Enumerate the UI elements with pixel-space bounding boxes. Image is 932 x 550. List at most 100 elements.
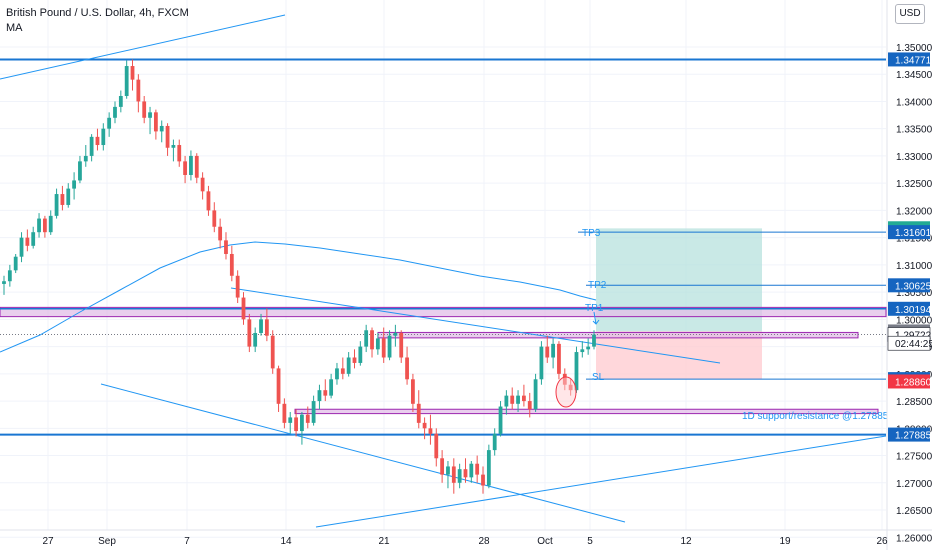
- candle-body: [54, 194, 59, 216]
- y-tick-label: 1.35000: [896, 43, 932, 54]
- candle-body: [457, 469, 462, 483]
- trend-line: [315, 435, 887, 528]
- candle-body: [241, 297, 246, 320]
- candle-body: [504, 395, 509, 407]
- y-tick-label: 1.31500: [896, 234, 932, 245]
- x-tick-label: 19: [779, 536, 791, 547]
- y-tick-label: 1.26000: [896, 533, 932, 544]
- candle-body: [183, 161, 187, 175]
- trend-line: [230, 287, 721, 364]
- y-tick-label: 1.31000: [896, 261, 932, 272]
- y-tick-label: 1.28500: [896, 397, 932, 408]
- candle-body: [533, 379, 538, 410]
- candle-body: [440, 458, 445, 475]
- x-tick-label: Sep: [98, 536, 116, 547]
- price-tag-bg: [888, 52, 930, 67]
- price-tag-bg: [888, 374, 930, 389]
- trend-lines[interactable]: [0, 14, 887, 528]
- price-tag-label: 1.31601: [895, 228, 932, 239]
- candle-body: [352, 357, 357, 363]
- y-tick-label: 1.34500: [896, 70, 932, 81]
- x-tick-label: Oct: [537, 536, 553, 547]
- candle-body: [130, 66, 135, 80]
- price-axis[interactable]: 1.35000 1.34500 1.34000 1.33500 1.33000 1.325…: [886, 0, 932, 550]
- candle-body: [19, 237, 24, 257]
- candle-body: [340, 368, 345, 374]
- candle-body: [78, 161, 82, 181]
- candle-body: [592, 334, 596, 347]
- candle-body: [463, 469, 468, 478]
- candle-body: [194, 155, 199, 178]
- candle-body: [165, 125, 170, 148]
- candle-body: [451, 466, 456, 483]
- price-tag-label: 1.30625: [895, 281, 932, 292]
- candle-body: [2, 281, 6, 284]
- candle-body: [159, 125, 164, 132]
- candle-body: [387, 335, 392, 358]
- candle-body: [428, 428, 433, 434]
- moving-average-line: [0, 241, 597, 353]
- candle-body: [270, 335, 275, 369]
- candle-body: [475, 463, 480, 475]
- price-tags: 1.347711.316721.316011.306251.301941.297…: [887, 52, 932, 442]
- candle-body: [60, 194, 65, 205]
- candle-body: [48, 215, 53, 233]
- price-tag-bg: [888, 301, 930, 316]
- price-tag-label: 1.34771: [895, 55, 932, 66]
- candle-body: [118, 95, 123, 107]
- candle-body: [416, 403, 421, 423]
- tp1-arrow: [592, 311, 600, 325]
- candle-body: [364, 330, 369, 347]
- candle-body: [253, 332, 258, 347]
- y-tick-label: 1.32500: [896, 179, 932, 190]
- candle-body: [31, 232, 36, 246]
- y-tick-label: 1.27500: [896, 452, 932, 463]
- candle-body: [317, 390, 322, 402]
- y-tick-label: 1.34000: [896, 97, 932, 108]
- candle-body: [148, 112, 152, 118]
- candle-body: [42, 218, 47, 233]
- candle-body: [282, 403, 287, 423]
- candle-body: [469, 463, 474, 478]
- candlestick-series: [2, 59, 596, 494]
- indicator-label: MA: [6, 22, 23, 34]
- stop-zone: [596, 331, 762, 380]
- candle-body: [247, 319, 252, 347]
- candle-body: [375, 338, 380, 350]
- currency-button[interactable]: USD: [895, 4, 925, 24]
- x-tick-label: 7: [184, 536, 190, 547]
- support-resistance-label: 1D support/resistance @1.27885: [742, 411, 889, 422]
- candle-body: [142, 101, 147, 118]
- candle-body: [264, 319, 269, 336]
- candle-body: [294, 417, 298, 432]
- candle-body: [434, 433, 439, 459]
- candle-body: [527, 401, 532, 410]
- candle-body: [498, 406, 503, 434]
- candle-body: [586, 346, 591, 350]
- price-tag-bg: [888, 278, 930, 293]
- candle-body: [235, 275, 240, 298]
- price-axis-bg: [887, 0, 932, 550]
- candle-body: [72, 180, 76, 189]
- horizontal-levels[interactable]: [0, 58, 886, 436]
- candle-body: [522, 395, 526, 402]
- tp1-label: TP1: [585, 303, 604, 314]
- candle-body: [446, 466, 450, 475]
- price-tag-bg: [888, 225, 930, 240]
- time-axis[interactable]: 27 Sep 7 14 21 28 Oct 5 12 19 26: [0, 529, 932, 547]
- candle-body: [107, 117, 112, 129]
- zone-rect: [377, 331, 859, 339]
- x-tick-label: 14: [280, 536, 292, 547]
- trend-line: [0, 14, 286, 80]
- candle-body: [305, 414, 310, 423]
- candle-body: [399, 332, 404, 358]
- candle-body: [574, 352, 579, 391]
- candle-body: [288, 417, 293, 423]
- candle-body: [545, 346, 550, 358]
- candle-body: [89, 136, 94, 156]
- chart-grid: [0, 0, 886, 538]
- candle-body: [124, 66, 129, 96]
- candle-body: [358, 346, 363, 363]
- chart-legend: British Pound / U.S. Dollar, 4h, FXCM MA: [6, 6, 189, 36]
